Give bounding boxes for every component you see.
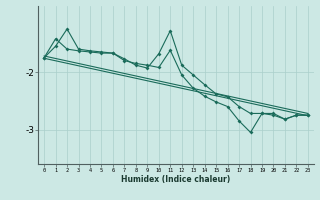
X-axis label: Humidex (Indice chaleur): Humidex (Indice chaleur) [121, 175, 231, 184]
